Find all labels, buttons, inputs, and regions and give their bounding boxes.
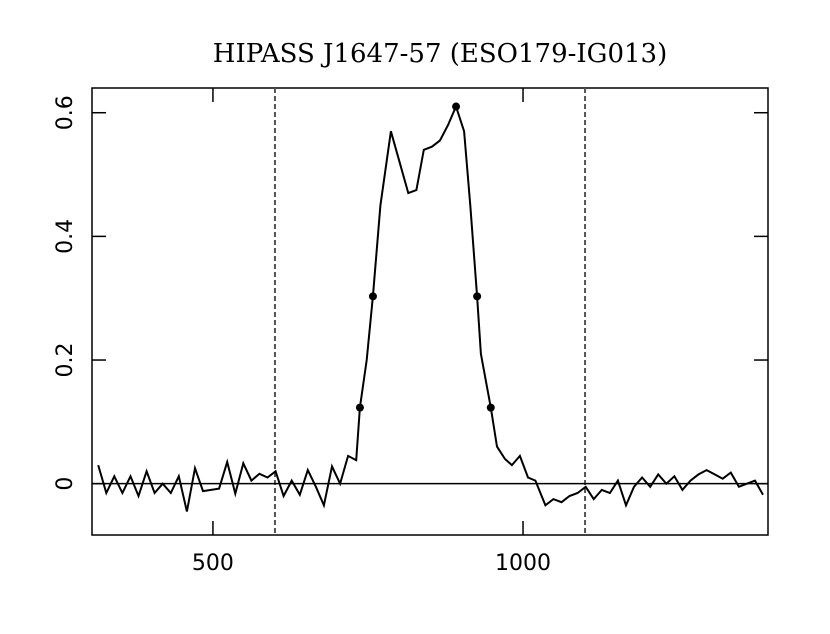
x-tick-label: 500: [192, 551, 234, 576]
x-tick-label: 1000: [495, 551, 551, 576]
y-tick-label: 0.4: [53, 219, 78, 254]
width-point: [355, 403, 364, 412]
y-tick-label: 0.2: [53, 343, 78, 378]
y-tick-label: 0.6: [53, 95, 78, 130]
width-point: [452, 102, 461, 111]
y-tick-label: 0: [53, 477, 78, 491]
spectrum-line: [97, 103, 764, 512]
width-point: [486, 403, 495, 412]
chart-title: HIPASS J1647-57 (ESO179-IG013): [213, 39, 667, 69]
width-point: [368, 292, 377, 301]
plot-frame: [91, 87, 769, 536]
width-point: [473, 292, 482, 301]
